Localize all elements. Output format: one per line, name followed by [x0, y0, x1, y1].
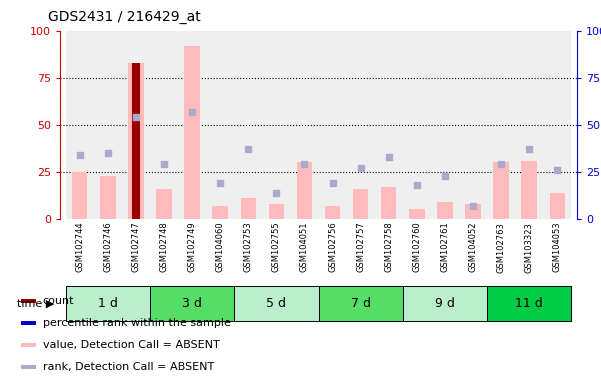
Bar	[21, 321, 35, 325]
Text: 5 d: 5 d	[266, 297, 287, 310]
Bar	[206, 31, 234, 219]
Bar	[240, 198, 256, 219]
Text: 11 d: 11 d	[515, 297, 543, 310]
Text: value, Detection Call = ABSENT: value, Detection Call = ABSENT	[43, 340, 219, 350]
Bar	[185, 46, 200, 219]
Bar	[437, 202, 453, 219]
Bar	[132, 63, 140, 219]
Bar	[21, 365, 35, 369]
Bar	[493, 162, 509, 219]
Bar	[319, 31, 347, 219]
Bar	[128, 63, 144, 219]
Text: 9 d: 9 d	[435, 297, 455, 310]
Bar	[347, 31, 374, 219]
Bar	[263, 31, 290, 219]
Bar	[325, 206, 340, 219]
Bar	[156, 189, 172, 219]
Bar	[319, 286, 403, 321]
Bar	[234, 31, 263, 219]
Bar	[213, 206, 228, 219]
Bar	[465, 204, 481, 219]
Text: 7 d: 7 d	[350, 297, 371, 310]
Bar	[374, 31, 403, 219]
Bar	[66, 31, 94, 219]
Bar	[100, 175, 115, 219]
Bar	[549, 192, 565, 219]
Text: 1 d: 1 d	[98, 297, 118, 310]
Bar	[297, 162, 312, 219]
Bar	[178, 31, 206, 219]
Bar	[515, 31, 543, 219]
Bar	[403, 31, 431, 219]
Text: rank, Detection Call = ABSENT: rank, Detection Call = ABSENT	[43, 362, 214, 372]
Bar	[150, 286, 234, 321]
Bar	[381, 187, 397, 219]
Bar	[543, 31, 572, 219]
Text: GDS2431 / 216429_at: GDS2431 / 216429_at	[48, 10, 201, 23]
Bar	[72, 172, 88, 219]
Bar	[431, 31, 459, 219]
Bar	[21, 299, 35, 303]
Bar	[94, 31, 122, 219]
Bar	[403, 286, 487, 321]
Text: count: count	[43, 296, 74, 306]
Bar	[66, 286, 150, 321]
Bar	[409, 210, 424, 219]
Text: 3 d: 3 d	[182, 297, 202, 310]
Bar	[353, 189, 368, 219]
Bar	[290, 31, 319, 219]
Bar	[269, 204, 284, 219]
Bar	[487, 286, 572, 321]
Text: time ▶: time ▶	[17, 298, 54, 308]
Bar	[522, 161, 537, 219]
Bar	[150, 31, 178, 219]
Bar	[487, 31, 515, 219]
Bar	[234, 286, 319, 321]
Text: percentile rank within the sample: percentile rank within the sample	[43, 318, 231, 328]
Bar	[459, 31, 487, 219]
Bar	[21, 343, 35, 347]
Bar	[122, 31, 150, 219]
